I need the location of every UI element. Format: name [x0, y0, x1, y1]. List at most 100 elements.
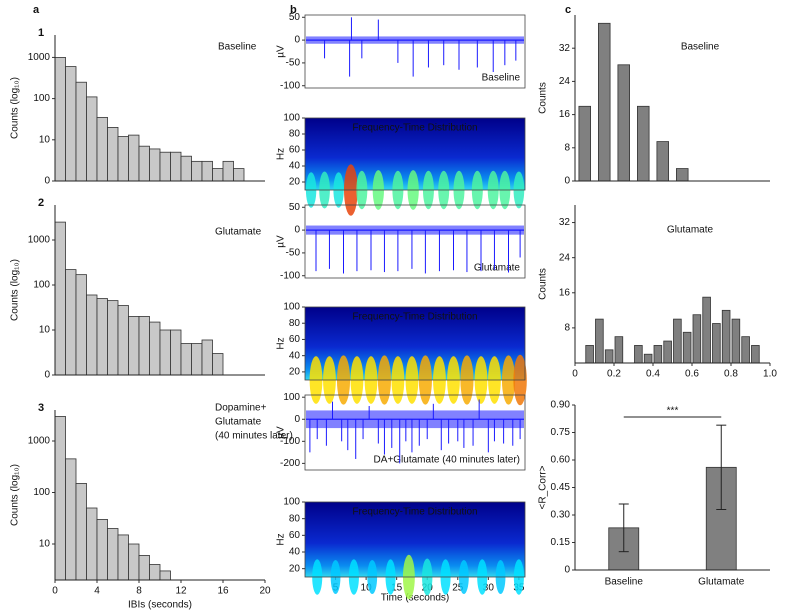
plot-frame — [304, 14, 526, 89]
y-axis-label: Counts (log₁₀) — [10, 464, 21, 526]
bar — [159, 570, 171, 581]
bar — [65, 66, 77, 182]
y-tick-label: 40 — [289, 350, 301, 361]
bar — [96, 116, 108, 182]
y-tick-label: -50 — [286, 58, 301, 69]
y-tick-label: 0.15 — [551, 537, 571, 548]
bar — [170, 151, 182, 182]
x-tick-label: 15 — [391, 583, 403, 594]
x-tick-label: Glutamate — [698, 577, 745, 588]
y-tick-label: 50 — [289, 12, 301, 23]
bar — [731, 318, 741, 364]
y-tick-label: 0 — [294, 35, 300, 46]
x-axis-label: Time (seconds) — [381, 593, 450, 604]
y-axis-label: µV — [276, 235, 287, 248]
annotation: DA+Glutamate (40 minutes later) — [374, 455, 520, 466]
x-tick-label: 1.0 — [763, 369, 777, 380]
x-tick-label: 0.6 — [685, 369, 699, 380]
y-tick-label: 0 — [44, 176, 50, 187]
y-tick-label: 16 — [559, 287, 571, 298]
y-axis-label: Counts (log₁₀) — [10, 259, 21, 321]
annotation: Glutamate — [667, 225, 714, 236]
bar — [682, 331, 692, 364]
bar — [75, 483, 87, 581]
bar — [86, 96, 98, 182]
plot-frame — [304, 117, 526, 191]
y-tick-label: 100 — [283, 113, 300, 124]
bar — [75, 274, 87, 376]
y-tick-label: 100 — [283, 497, 300, 508]
spectrogram-title: Frequency-Time Distribution — [352, 123, 477, 134]
bar — [595, 318, 604, 364]
y-tick-label: 0 — [294, 414, 300, 425]
y-tick-label: 100 — [283, 392, 300, 403]
y-tick-label: 80 — [289, 513, 301, 524]
x-tick-label: 16 — [217, 586, 229, 597]
bar — [617, 64, 631, 182]
annotation: Baseline — [681, 42, 720, 53]
bar — [614, 336, 624, 364]
bar — [637, 105, 650, 182]
sub-panel-label: 2 — [38, 197, 44, 209]
y-axis-label: Counts — [538, 82, 549, 114]
bar — [65, 269, 77, 376]
y-tick-label: -50 — [286, 248, 301, 259]
y-tick-label: 100 — [33, 280, 50, 291]
x-tick-label: 0 — [52, 586, 58, 597]
bar — [663, 340, 672, 364]
bar — [712, 323, 721, 364]
y-tick-label: 1000 — [28, 436, 51, 447]
bar — [54, 416, 66, 581]
bar — [751, 345, 760, 364]
significance: *** — [667, 406, 679, 417]
bar — [598, 22, 611, 182]
bar — [117, 305, 129, 376]
annotation: Baseline — [218, 42, 257, 53]
annotation: Glutamate — [215, 417, 262, 428]
panel-label: c — [565, 4, 571, 16]
bar — [138, 555, 150, 581]
bar — [656, 141, 670, 182]
plot-frame — [304, 501, 526, 578]
annotation: (40 minutes later) — [215, 431, 293, 442]
x-tick-label: 8 — [136, 586, 142, 597]
bar — [86, 294, 98, 376]
bar — [180, 343, 192, 376]
y-tick-label: 0.75 — [551, 427, 571, 438]
y-tick-label: 0 — [564, 176, 570, 187]
y-tick-label: 60 — [289, 145, 301, 156]
bar — [585, 345, 594, 364]
sub-panel-label: 1 — [38, 27, 44, 39]
bar — [128, 543, 140, 581]
y-tick-label: 8 — [564, 142, 570, 153]
bar — [117, 136, 129, 182]
bar — [673, 318, 682, 364]
bar — [634, 345, 643, 364]
bar — [96, 298, 108, 376]
y-axis-label: Counts — [538, 268, 549, 300]
y-tick-label: 50 — [289, 202, 301, 213]
bar — [676, 168, 689, 182]
y-tick-label: 100 — [33, 93, 50, 104]
spectrogram-bg — [305, 502, 525, 577]
bar — [643, 353, 653, 364]
bar — [149, 148, 161, 182]
y-axis-label: <R_Corr> — [538, 465, 549, 509]
y-tick-label: 20 — [289, 177, 301, 188]
x-tick-label: Baseline — [605, 577, 644, 588]
bar — [117, 534, 129, 581]
y-tick-label: 16 — [559, 109, 571, 120]
bar — [201, 339, 213, 376]
annotation: Glutamate — [215, 227, 262, 238]
y-tick-label: 0 — [564, 565, 570, 576]
y-tick-label: 32 — [559, 217, 571, 228]
bar — [578, 105, 592, 182]
x-tick-label: 0.8 — [724, 369, 738, 380]
bar — [170, 329, 182, 376]
y-axis-label: Hz — [276, 337, 287, 349]
x-tick-label: 20 — [259, 586, 271, 597]
bar — [138, 316, 150, 376]
y-axis-label: Counts (log₁₀) — [10, 77, 21, 139]
sub-panel-label: 3 — [38, 402, 44, 414]
